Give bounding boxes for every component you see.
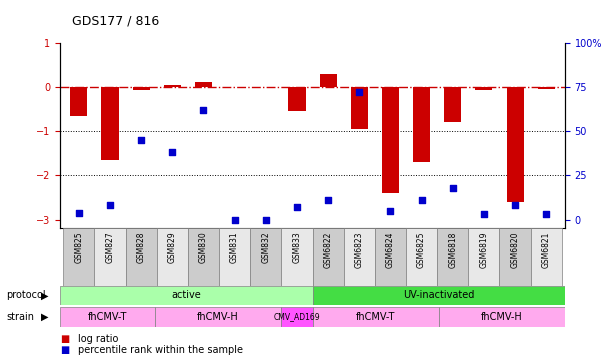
Bar: [102, 87, 118, 160]
FancyBboxPatch shape: [219, 228, 250, 286]
Point: [510, 203, 520, 208]
Text: ▶: ▶: [41, 312, 48, 322]
Bar: [382, 87, 399, 193]
FancyBboxPatch shape: [375, 228, 406, 286]
FancyBboxPatch shape: [313, 307, 439, 327]
Text: GSM6819: GSM6819: [480, 231, 489, 268]
Point: [168, 150, 177, 155]
Bar: [507, 87, 523, 202]
Text: GSM6823: GSM6823: [355, 231, 364, 268]
Text: protocol: protocol: [6, 290, 46, 301]
Bar: [413, 87, 430, 162]
Text: percentile rank within the sample: percentile rank within the sample: [78, 345, 243, 355]
Point: [74, 210, 84, 215]
Text: strain: strain: [6, 312, 34, 322]
Text: ■: ■: [60, 334, 69, 344]
Text: GSM833: GSM833: [293, 231, 302, 263]
Text: GSM6820: GSM6820: [511, 231, 520, 268]
FancyBboxPatch shape: [250, 228, 281, 286]
Bar: [288, 87, 305, 111]
Point: [323, 197, 333, 203]
Text: GDS177 / 816: GDS177 / 816: [72, 14, 159, 27]
Point: [105, 203, 115, 208]
Text: UV-inactivated: UV-inactivated: [403, 290, 474, 301]
FancyBboxPatch shape: [468, 228, 499, 286]
Point: [542, 211, 551, 217]
Text: fhCMV-T: fhCMV-T: [356, 312, 395, 322]
Point: [199, 107, 209, 113]
Text: GSM830: GSM830: [199, 231, 208, 263]
Bar: [70, 87, 87, 116]
FancyBboxPatch shape: [157, 228, 188, 286]
Text: GSM6825: GSM6825: [417, 231, 426, 268]
Text: fhCMV-H: fhCMV-H: [481, 312, 523, 322]
Point: [479, 211, 489, 217]
FancyBboxPatch shape: [439, 307, 565, 327]
Point: [355, 90, 364, 95]
FancyBboxPatch shape: [60, 286, 313, 305]
Text: fhCMV-H: fhCMV-H: [197, 312, 239, 322]
Text: GSM828: GSM828: [136, 231, 145, 263]
FancyBboxPatch shape: [437, 228, 468, 286]
Bar: [163, 85, 181, 87]
Text: GSM831: GSM831: [230, 231, 239, 263]
Bar: [195, 82, 212, 87]
FancyBboxPatch shape: [188, 228, 219, 286]
FancyBboxPatch shape: [281, 307, 313, 327]
FancyBboxPatch shape: [313, 228, 344, 286]
Point: [261, 217, 270, 222]
Text: GSM6824: GSM6824: [386, 231, 395, 268]
FancyBboxPatch shape: [94, 228, 126, 286]
Point: [386, 208, 395, 213]
FancyBboxPatch shape: [406, 228, 437, 286]
Text: GSM827: GSM827: [105, 231, 114, 263]
Point: [416, 197, 426, 203]
Bar: [320, 74, 337, 87]
FancyBboxPatch shape: [63, 228, 94, 286]
Text: fhCMV-T: fhCMV-T: [88, 312, 127, 322]
Text: active: active: [171, 290, 201, 301]
Bar: [538, 87, 555, 89]
Text: ▶: ▶: [41, 290, 48, 301]
FancyBboxPatch shape: [155, 307, 281, 327]
Text: ■: ■: [60, 345, 69, 355]
Point: [230, 217, 239, 222]
Bar: [351, 87, 368, 129]
FancyBboxPatch shape: [126, 228, 157, 286]
Text: GSM832: GSM832: [261, 231, 270, 263]
FancyBboxPatch shape: [60, 307, 155, 327]
Text: GSM6818: GSM6818: [448, 231, 457, 268]
Text: CMV_AD169: CMV_AD169: [273, 312, 320, 321]
Point: [448, 185, 457, 191]
Bar: [133, 87, 150, 90]
FancyBboxPatch shape: [531, 228, 562, 286]
Bar: [444, 87, 462, 122]
Text: GSM825: GSM825: [75, 231, 84, 263]
Text: GSM6822: GSM6822: [323, 231, 332, 268]
Text: log ratio: log ratio: [78, 334, 118, 344]
FancyBboxPatch shape: [344, 228, 375, 286]
FancyBboxPatch shape: [499, 228, 531, 286]
Point: [292, 205, 302, 210]
Point: [136, 137, 146, 143]
FancyBboxPatch shape: [313, 286, 565, 305]
Bar: [475, 87, 492, 90]
FancyBboxPatch shape: [281, 228, 313, 286]
Text: GSM6821: GSM6821: [542, 231, 551, 268]
Text: GSM829: GSM829: [168, 231, 177, 263]
